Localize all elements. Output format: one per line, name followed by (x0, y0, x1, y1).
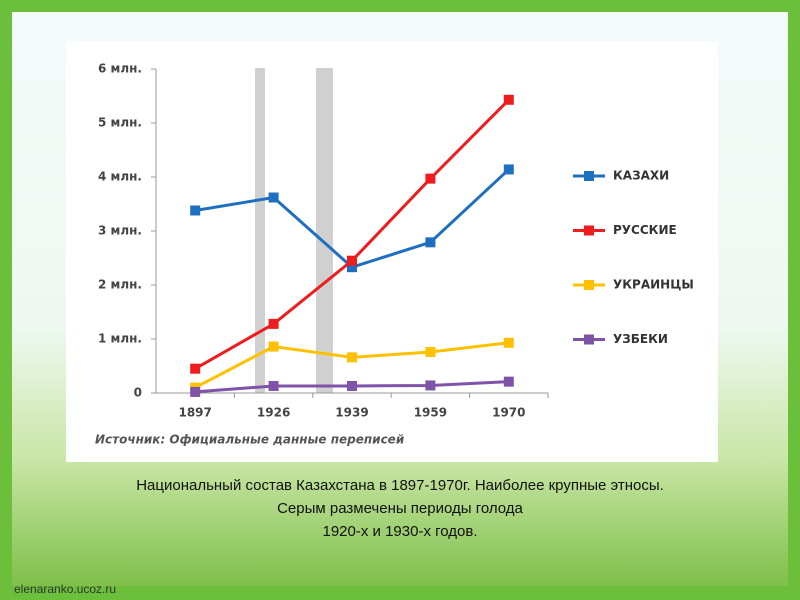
famine-band (316, 68, 333, 393)
x-tick-label: 1897 (178, 406, 211, 420)
data-point (190, 363, 201, 374)
x-tick-label: 1939 (335, 406, 368, 420)
legend-label: УКРАИНЦЫ (613, 278, 694, 292)
chart-area (66, 42, 718, 462)
data-point (268, 192, 279, 203)
data-point (425, 173, 436, 184)
data-point (190, 205, 201, 216)
data-point (268, 380, 279, 391)
data-point (503, 376, 514, 387)
data-point (503, 337, 514, 348)
y-tick-label: 0 (134, 386, 142, 400)
x-tick-label: 1970 (492, 406, 525, 420)
caption-line: Серым размечены периоды голода (277, 500, 523, 517)
famine-band (255, 68, 265, 393)
legend-marker (584, 280, 594, 290)
data-point (503, 94, 514, 105)
x-tick-label: 1959 (414, 406, 447, 420)
y-tick-label: 6 млн. (98, 62, 142, 76)
data-point (425, 380, 436, 391)
y-tick-label: 5 млн. (98, 116, 142, 130)
caption: Национальный состав Казахстана в 1897-19… (0, 474, 800, 543)
caption-line: Национальный состав Казахстана в 1897-19… (136, 477, 664, 494)
legend-label: КАЗАХИ (613, 169, 669, 183)
data-point (347, 352, 357, 363)
y-tick-label: 2 млн. (98, 278, 142, 292)
data-point (425, 237, 436, 248)
data-point (503, 164, 514, 175)
legend-label: УЗБЕКИ (613, 332, 668, 346)
legend-label: РУССКИЕ (613, 223, 677, 237)
x-tick-label: 1926 (257, 406, 290, 420)
source-note: Источник: Официальные данные переписей (95, 433, 405, 447)
legend-marker (584, 225, 594, 236)
legend-marker (584, 171, 594, 181)
data-point (425, 346, 436, 357)
y-tick-label: 3 млн. (98, 224, 142, 238)
data-point (268, 341, 279, 352)
watermark: elenaranko.ucoz.ru (14, 582, 117, 596)
y-tick-label: 4 млн. (98, 170, 142, 184)
legend-marker (584, 334, 594, 345)
data-point (268, 318, 279, 329)
data-point (347, 262, 357, 273)
y-tick-label: 1 млн. (98, 332, 142, 346)
data-point (190, 386, 201, 397)
data-point (347, 255, 357, 266)
caption-line: 1920-х и 1930-х годов. (322, 523, 478, 540)
data-point (347, 380, 357, 391)
